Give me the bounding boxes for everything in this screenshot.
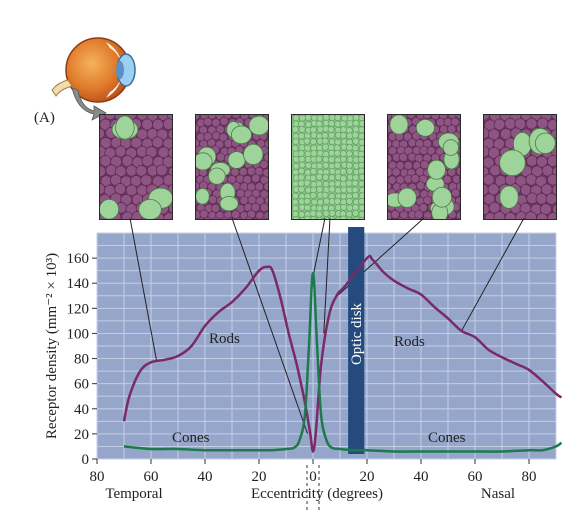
y-tick-label: 160 xyxy=(67,251,90,267)
y-tick-label: 80 xyxy=(74,352,89,368)
grid-lines xyxy=(96,232,557,460)
nasal-label: Nasal xyxy=(481,486,515,502)
x-axis-label: Eccentricity (degrees) xyxy=(251,486,383,502)
x-tick-label: 60 xyxy=(144,469,159,485)
cones-label-left: Cones xyxy=(172,430,210,446)
pointer-arrow-icon xyxy=(71,87,107,121)
x-tick-label: 40 xyxy=(414,469,429,485)
optic-disk-bar xyxy=(348,227,365,454)
mosaic-temporal-far xyxy=(100,115,172,219)
y-tick-label: 120 xyxy=(67,301,90,317)
leader-lines xyxy=(129,217,525,435)
cones-label-right: Cones xyxy=(428,430,466,446)
mosaic-tile-temporal-near xyxy=(195,114,269,220)
optic-nerve-icon xyxy=(51,79,73,97)
y-axis-ticks: 0 20 40 60 80 100 120 140 160 xyxy=(67,251,97,468)
leader-line xyxy=(231,217,309,435)
mosaic-tile-nasal-near xyxy=(387,114,461,220)
mosaic-tile-nasal-far xyxy=(483,114,557,220)
mosaic-nasal-far xyxy=(484,115,556,219)
lens-icon xyxy=(116,61,124,79)
y-tick-label: 140 xyxy=(67,276,90,292)
mosaic-nasal-near xyxy=(388,115,460,219)
y-tick-label: 40 xyxy=(74,402,89,418)
eye-illustration xyxy=(51,37,136,121)
x-tick-label: 20 xyxy=(360,469,375,485)
optic-disk-label: Optic disk xyxy=(349,302,365,365)
mosaic-tile-fovea xyxy=(291,114,365,220)
x-tick-label: 60 xyxy=(468,469,483,485)
x-tick-label: 80 xyxy=(522,469,537,485)
rods-label-right: Rods xyxy=(394,334,425,350)
y-axis-label: Receptor density (mm⁻² × 10³) xyxy=(44,253,60,439)
x-tick-label: 80 xyxy=(90,469,105,485)
mosaic-temporal-near xyxy=(196,115,268,219)
rods-label-left: Rods xyxy=(209,331,240,347)
leader-line xyxy=(461,217,525,332)
leader-line xyxy=(334,217,425,299)
sclera-icon xyxy=(106,42,123,98)
x-tick-label: 0 xyxy=(309,469,317,485)
series-line-rods xyxy=(122,254,563,453)
y-tick-label: 0 xyxy=(82,452,90,468)
x-axis-ticks: 80 60 40 20 0 20 40 60 80 xyxy=(90,459,537,485)
plot-area xyxy=(97,233,556,459)
y-tick-label: 60 xyxy=(74,377,89,393)
leader-line xyxy=(323,217,331,334)
y-tick-label: 20 xyxy=(74,427,89,443)
leader-line xyxy=(311,217,326,284)
temporal-label: Temporal xyxy=(105,486,162,502)
fovea-zero-marker xyxy=(306,465,320,512)
series-lines xyxy=(122,254,563,453)
x-tick-label: 40 xyxy=(198,469,213,485)
panel-label: (A) xyxy=(34,110,55,126)
leader-line xyxy=(129,217,157,360)
series-line-cones xyxy=(123,271,563,453)
x-tick-label: 20 xyxy=(252,469,267,485)
mosaic-tile-temporal-far xyxy=(99,114,173,220)
mosaic-fovea xyxy=(292,115,364,219)
y-tick-label: 100 xyxy=(67,326,90,342)
